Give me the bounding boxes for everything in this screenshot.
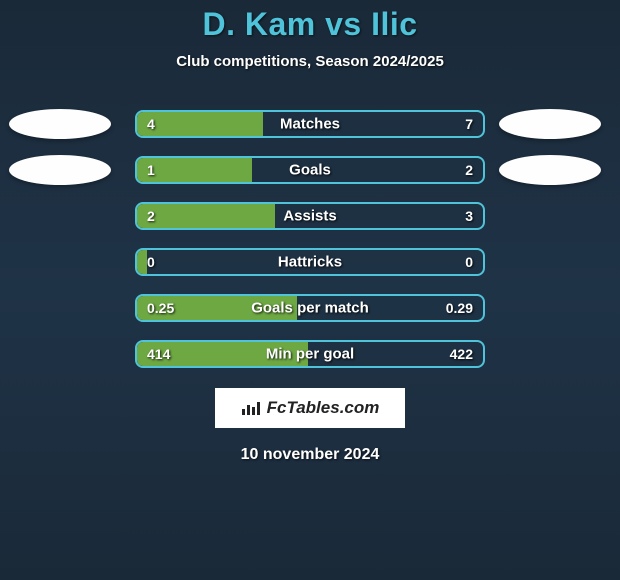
stat-value-right: 0 bbox=[465, 254, 473, 270]
chart-icon bbox=[241, 400, 261, 416]
content-container: D. Kam vs Ilic Club competitions, Season… bbox=[0, 0, 620, 580]
page-subtitle: Club competitions, Season 2024/2025 bbox=[176, 53, 444, 70]
stat-bar-track: 4 Matches 7 bbox=[135, 110, 485, 138]
stat-bar-track: 1 Goals 2 bbox=[135, 156, 485, 184]
stat-bar-fill bbox=[137, 250, 147, 274]
stat-value-right: 422 bbox=[450, 346, 473, 362]
stat-label: Hattricks bbox=[137, 254, 483, 271]
stat-row: 0 Hattricks 0 bbox=[0, 248, 620, 276]
stat-value-right: 0.29 bbox=[446, 300, 473, 316]
player-left-avatar bbox=[9, 109, 111, 139]
stat-value-left: 414 bbox=[147, 346, 170, 362]
player-right-avatar bbox=[499, 155, 601, 185]
player-left-avatar bbox=[9, 155, 111, 185]
stats-rows: 4 Matches 7 1 Goals 2 2 Assists 3 bbox=[0, 110, 620, 368]
stat-value-left: 1 bbox=[147, 162, 155, 178]
player-right-avatar bbox=[499, 109, 601, 139]
attribution-text: FcTables.com bbox=[267, 398, 380, 418]
stat-value-right: 7 bbox=[465, 116, 473, 132]
stat-bar-fill bbox=[137, 112, 263, 136]
stat-value-right: 3 bbox=[465, 208, 473, 224]
stat-row: 1 Goals 2 bbox=[0, 156, 620, 184]
page-title: D. Kam vs Ilic bbox=[202, 6, 417, 43]
stat-row: 0.25 Goals per match 0.29 bbox=[0, 294, 620, 322]
stat-value-left: 4 bbox=[147, 116, 155, 132]
stat-value-right: 2 bbox=[465, 162, 473, 178]
stat-bar-fill bbox=[137, 204, 275, 228]
stat-value-left: 2 bbox=[147, 208, 155, 224]
date-text: 10 november 2024 bbox=[241, 446, 380, 464]
stat-bar-track: 0 Hattricks 0 bbox=[135, 248, 485, 276]
stat-row: 4 Matches 7 bbox=[0, 110, 620, 138]
stat-row: 2 Assists 3 bbox=[0, 202, 620, 230]
stat-value-left: 0.25 bbox=[147, 300, 174, 316]
stat-bar-track: 0.25 Goals per match 0.29 bbox=[135, 294, 485, 322]
stat-row: 414 Min per goal 422 bbox=[0, 340, 620, 368]
stat-bar-track: 2 Assists 3 bbox=[135, 202, 485, 230]
stat-value-left: 0 bbox=[147, 254, 155, 270]
stat-bar-track: 414 Min per goal 422 bbox=[135, 340, 485, 368]
attribution-badge: FcTables.com bbox=[215, 388, 406, 428]
